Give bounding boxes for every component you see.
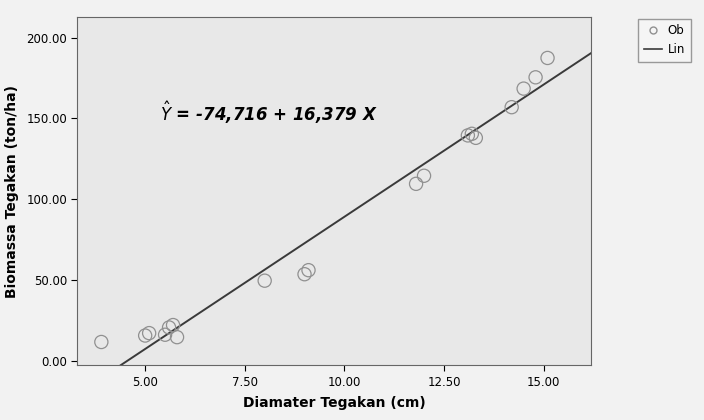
Point (144, 330, 155, 336)
Point (171, 334, 182, 341)
Point (168, 322, 179, 328)
Point (463, 132, 474, 139)
Point (466, 131, 477, 137)
Point (470, 134, 482, 141)
X-axis label: Diamater Tegakan (cm): Diamater Tegakan (cm) (243, 396, 426, 410)
Point (299, 271, 310, 278)
Point (159, 331, 170, 338)
Point (410, 181, 422, 187)
Point (259, 277, 270, 284)
Text: $\hat{Y}$ = -74,716 + 16,379 X: $\hat{Y}$ = -74,716 + 16,379 X (160, 100, 377, 126)
Point (96, 339, 107, 345)
Point (542, 55, 553, 61)
Point (139, 332, 151, 339)
Point (530, 74, 541, 81)
Point (303, 267, 314, 273)
Point (506, 104, 517, 110)
Y-axis label: Biomassa Tegakan (ton/ha): Biomassa Tegakan (ton/ha) (6, 84, 19, 298)
Point (163, 324, 175, 331)
Point (418, 172, 429, 179)
Legend: Ob, Lin: Ob, Lin (639, 18, 691, 62)
Point (518, 85, 529, 92)
